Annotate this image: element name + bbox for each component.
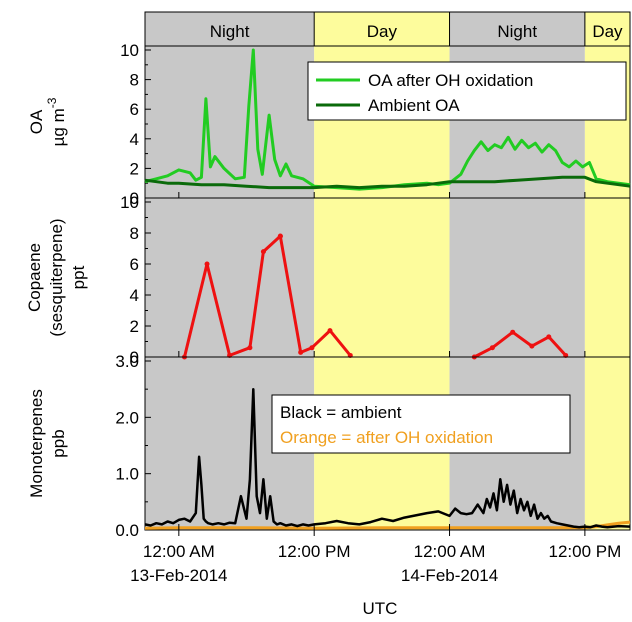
y-tick-label: 2 — [130, 317, 139, 336]
period-label-2: Night — [497, 22, 537, 41]
panel-3: 0.0 1.0 2.0 3.0 Monoterpenes ppb Black = ambie… — [27, 352, 631, 540]
y-tick-label: 8 — [130, 224, 139, 243]
copaene-point — [510, 329, 516, 335]
y-axis-label-superscript: -3 — [45, 97, 59, 108]
copaene-point — [260, 249, 266, 255]
legend-entry: Black = ambient — [280, 403, 402, 422]
x-tick-label: 12:00 AM — [414, 542, 486, 561]
y-axis-label: Monoterpenes — [27, 389, 46, 498]
legend-entry: OA after OH oxidation — [368, 71, 533, 90]
series-line-ambient-oa — [144, 175, 631, 190]
y-tick-label: 1.0 — [115, 465, 139, 484]
y-tick-label: 3.0 — [115, 352, 139, 371]
period-label-0: Night — [210, 22, 250, 41]
y-tick-label: 0 — [130, 189, 139, 208]
x-axis: 12:00 AM 13-Feb-2014 12:00 PM 12:00 AM 14-Fe… — [130, 530, 621, 585]
legend: OA after OH oxidation Ambient OA — [307, 61, 627, 121]
y-axis-label: ppt — [69, 265, 88, 289]
y-tick-label: 8 — [130, 71, 139, 90]
x-tick-date-label: 14-Feb-2014 — [401, 566, 498, 585]
y-axis-label: Copaene — [25, 243, 44, 312]
panel-frame — [144, 356, 631, 531]
period-label-3: Day — [592, 22, 623, 41]
x-tick-label: 12:00 AM — [143, 542, 215, 561]
copaene-point — [247, 345, 253, 351]
x-tick-date-label: 13-Feb-2014 — [130, 566, 227, 585]
y-axis-label: ppb — [49, 429, 68, 457]
legend-entry: Orange = after OH oxidation — [280, 428, 493, 447]
y-tick-label: 2.0 — [115, 408, 139, 427]
y-tick-label: 4 — [130, 286, 139, 305]
y-tick-label: 6 — [130, 255, 139, 274]
y-tick-label: 4 — [130, 130, 139, 149]
copaene-point — [327, 328, 333, 334]
y-axis-label: OA — [27, 109, 46, 134]
panel-1: 0 2 4 6 8 10 OA µg m-3 OA after OH oxidation Ambi… — [27, 41, 631, 208]
legend-box — [271, 394, 571, 454]
legend-entry: Ambient OA — [368, 96, 460, 115]
panel-2: 0 2 4 6 8 10 Copaene (sesquiterpene) ppt — [25, 193, 631, 367]
y-axis-label: µg m-3 — [45, 97, 68, 146]
y-tick-label: 10 — [120, 41, 139, 60]
copaene-point — [546, 334, 552, 340]
copaene-line-segment — [183, 234, 282, 358]
panels: 0 2 4 6 8 10 OA µg m-3 OA after OH oxidation Ambi… — [25, 41, 631, 540]
legend-box — [307, 61, 627, 121]
y-tick-label: 10 — [120, 193, 139, 212]
y-axis-label: (sesquiterpene) — [47, 218, 66, 336]
copaene-point — [204, 261, 210, 267]
period-label-1: Day — [367, 22, 398, 41]
y-tick-label: 2 — [130, 159, 139, 178]
series-line-orange-after-oh-oxidation — [144, 520, 631, 530]
y-tick-label: 0 — [130, 348, 139, 367]
copaene-point — [529, 343, 535, 349]
copaene-point — [277, 233, 283, 239]
series-line-black-ambient — [144, 387, 631, 529]
x-axis-title: UTC — [363, 599, 398, 618]
copaene-point — [298, 349, 304, 355]
copaene-point — [309, 345, 315, 351]
y-tick-label: 0.0 — [115, 521, 139, 540]
copaene-line-segment — [473, 330, 567, 359]
x-tick-label: 12:00 PM — [549, 542, 622, 561]
copaene-point — [489, 345, 495, 351]
y-tick-label: 6 — [130, 100, 139, 119]
legend: Black = ambient Orange = after OH oxidati… — [271, 394, 571, 454]
x-tick-label: 12:00 PM — [278, 542, 351, 561]
